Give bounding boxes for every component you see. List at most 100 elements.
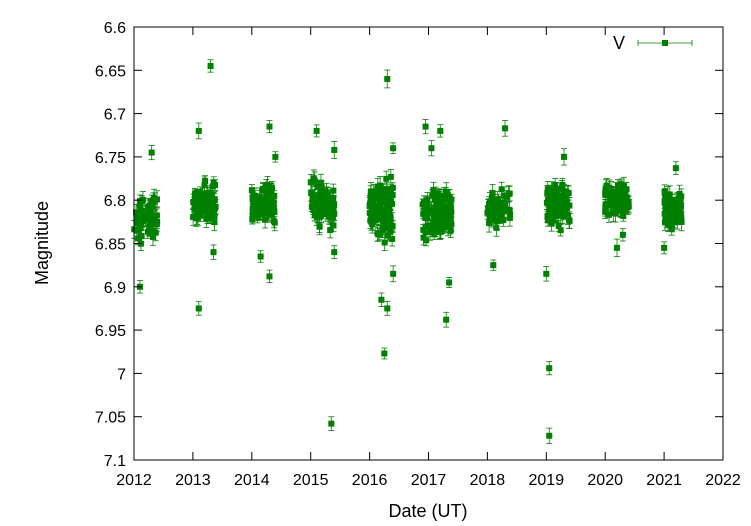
data-point [367, 182, 374, 201]
y-axis-label: Magnitude [32, 201, 52, 285]
data-point [560, 196, 567, 210]
x-tick-label: 2012 [116, 472, 152, 489]
data-point [378, 292, 385, 307]
data-point [672, 206, 679, 226]
y-axis: 6.6 6.65 6.7 6.75 6.8 6.85 6.9 6.95 7 7.05 7.1 [95, 20, 723, 470]
data-point [249, 206, 256, 224]
data-point [380, 188, 387, 201]
data-point [547, 186, 554, 205]
data-point [558, 180, 565, 195]
data-point [552, 178, 559, 193]
data-point [385, 186, 392, 205]
data-point [432, 186, 439, 200]
data-point [420, 195, 427, 209]
y-tick-label: 7 [117, 366, 126, 383]
data-point [661, 241, 668, 255]
data-point [442, 186, 449, 199]
data-point [428, 140, 435, 157]
data-point [257, 250, 264, 263]
y-tick-label: 6.75 [95, 150, 126, 167]
data-point [368, 206, 375, 225]
data-point [560, 148, 567, 166]
y-tick-label: 7.1 [104, 453, 126, 470]
data-point [207, 59, 214, 73]
data-point [314, 179, 321, 194]
data-point [390, 142, 397, 155]
data-point [272, 151, 279, 163]
y-tick-label: 6.9 [104, 280, 126, 297]
y-tick-label: 6.6 [104, 20, 126, 37]
data-point [138, 230, 145, 243]
data-point [200, 190, 207, 209]
data-point [606, 185, 613, 197]
y-tick-label: 6.65 [95, 63, 126, 80]
data-point [264, 188, 271, 203]
data-point [437, 124, 444, 138]
data-point [669, 217, 676, 233]
data-point [147, 199, 154, 212]
x-axis-label: Date (UT) [388, 501, 467, 521]
data-point [501, 200, 508, 219]
data-point [133, 211, 140, 224]
plot-frame [133, 26, 724, 461]
data-point [313, 124, 320, 138]
data-point [443, 311, 450, 328]
data-point [195, 301, 202, 316]
data-point [619, 228, 626, 242]
data-point [677, 196, 684, 211]
data-point [140, 210, 147, 222]
data-point [322, 200, 329, 218]
x-tick-label: 2018 [470, 472, 506, 489]
data-point [446, 276, 453, 288]
data-point [327, 221, 334, 239]
data-point [270, 213, 277, 229]
data-point [661, 195, 668, 209]
data-point [376, 228, 383, 241]
data-point [434, 214, 441, 233]
data-point [203, 209, 210, 228]
legend-marker [662, 40, 668, 46]
data-point [195, 122, 202, 140]
data-point [210, 244, 217, 260]
y-tick-label: 7.05 [95, 410, 126, 427]
data-point [210, 176, 217, 189]
data-point [548, 210, 555, 224]
data-point [210, 201, 217, 217]
data-point [608, 198, 615, 212]
x-tick-label: 2015 [293, 472, 329, 489]
data-point [316, 218, 323, 236]
data-layer [131, 59, 685, 444]
data-point [422, 211, 429, 225]
x-tick-label: 2016 [352, 472, 388, 489]
data-point [148, 145, 155, 161]
data-point [546, 361, 553, 376]
data-point [319, 198, 326, 212]
data-point [602, 179, 609, 198]
data-point [384, 301, 391, 316]
data-point [506, 200, 513, 220]
data-point [151, 188, 158, 208]
data-point [385, 215, 392, 230]
data-point [502, 120, 509, 137]
data-point [602, 204, 609, 219]
data-point [613, 238, 620, 257]
y-tick-label: 6.8 [104, 193, 126, 210]
data-point [259, 205, 266, 219]
data-point [329, 201, 336, 215]
data-point [546, 427, 553, 444]
data-point [266, 269, 273, 284]
data-point [662, 212, 669, 224]
data-point [207, 187, 214, 200]
data-point [154, 215, 161, 229]
data-point [146, 207, 153, 224]
x-tick-label: 2013 [175, 472, 211, 489]
y-tick-label: 6.95 [95, 323, 126, 340]
x-tick-label: 2019 [529, 472, 565, 489]
x-tick-label: 2014 [234, 472, 270, 489]
data-point [390, 265, 397, 283]
data-point [620, 185, 627, 204]
data-point [433, 202, 440, 214]
y-tick-label: 6.85 [95, 237, 126, 254]
data-point [446, 217, 453, 235]
